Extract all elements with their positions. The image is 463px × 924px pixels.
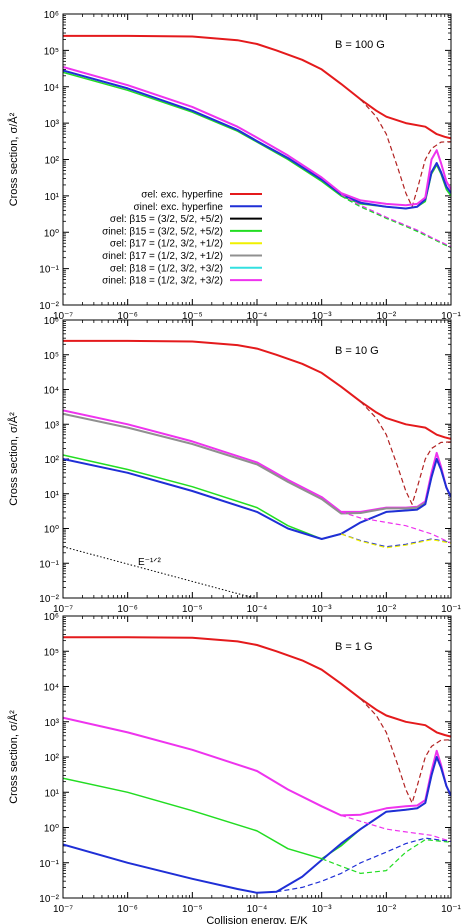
x-tick-label: 10⁻⁴ bbox=[247, 604, 268, 615]
reference-line-label: E⁻¹ᐟ² bbox=[138, 557, 162, 568]
y-tick-label: 10³ bbox=[45, 420, 60, 431]
legend-label: σel: exc. hyperfine bbox=[141, 190, 223, 201]
x-tick-label: 10⁻⁵ bbox=[182, 311, 203, 322]
series-line bbox=[63, 546, 256, 598]
series-group bbox=[63, 636, 451, 894]
y-tick-label: 10¹ bbox=[45, 490, 60, 501]
y-tick-label: 10⁻¹ bbox=[39, 559, 59, 570]
series-line bbox=[63, 69, 451, 210]
y-tick-label: 10³ bbox=[45, 718, 60, 729]
legend-label: σinel: β17 = (1/2, 3/2, +1/2) bbox=[102, 251, 223, 262]
x-tick-label: 10⁻⁶ bbox=[117, 604, 138, 615]
y-tick-label: 10⁴ bbox=[44, 683, 59, 694]
series-line bbox=[63, 716, 451, 817]
legend-label: σel: β18 = (1/2, 3/2, +3/2) bbox=[110, 263, 223, 274]
plot-frame bbox=[62, 319, 452, 599]
y-tick-label: 10⁻² bbox=[39, 594, 59, 605]
x-tick-label: 10⁻² bbox=[376, 904, 396, 915]
legend-label: σel: β17 = (1/2, 3/2, +1/2) bbox=[110, 239, 223, 250]
y-tick-label: 10⁵ bbox=[44, 647, 59, 658]
legend-label: σinel: β18 = (1/2, 3/2, +3/2) bbox=[102, 276, 223, 287]
x-tick-label: 10⁻³ bbox=[312, 311, 332, 322]
series-line bbox=[340, 533, 451, 549]
y-axis-label: Cross section, σ/Å² bbox=[7, 112, 20, 206]
field-label: B = 100 G bbox=[335, 39, 385, 51]
x-tick-label: 10⁻² bbox=[376, 604, 396, 615]
series-line bbox=[63, 34, 451, 140]
y-tick-label: 10³ bbox=[45, 119, 60, 130]
x-tick-label: 10⁻¹ bbox=[441, 311, 461, 322]
y-tick-label: 10⁻¹ bbox=[39, 859, 59, 870]
series-line bbox=[63, 458, 451, 540]
series-line bbox=[63, 756, 451, 894]
y-tick-label: 10⁶ bbox=[44, 612, 59, 623]
series-line bbox=[276, 837, 451, 893]
series-line bbox=[360, 698, 451, 804]
y-tick-label: 10⁰ bbox=[44, 228, 59, 239]
y-tick-label: 10⁻² bbox=[39, 894, 59, 905]
legend-label: σinel: β15 = (3/2, 5/2, +5/2) bbox=[102, 226, 223, 237]
y-tick-label: 10⁴ bbox=[44, 83, 59, 94]
x-tick-label: 10⁻⁴ bbox=[247, 904, 268, 915]
field-label: B = 1 G bbox=[335, 641, 373, 653]
series-line bbox=[63, 636, 451, 738]
y-axis-label: Cross section, σ/Å² bbox=[7, 412, 20, 506]
y-tick-label: 10² bbox=[45, 156, 60, 167]
x-tick-label: 10⁻⁶ bbox=[117, 904, 138, 915]
series-line bbox=[340, 511, 451, 544]
series-group bbox=[63, 339, 451, 598]
x-tick-label: 10⁻² bbox=[376, 311, 396, 322]
y-tick-label: 10⁰ bbox=[44, 824, 59, 835]
y-tick-label: 10⁴ bbox=[44, 386, 59, 397]
y-tick-label: 10² bbox=[45, 753, 60, 764]
x-tick-label: 10⁻⁷ bbox=[53, 311, 73, 322]
y-tick-label: 10⁻¹ bbox=[39, 265, 59, 276]
y-tick-label: 10⁰ bbox=[44, 525, 59, 536]
series-line bbox=[63, 412, 426, 515]
series-line bbox=[340, 814, 451, 843]
y-tick-label: 10² bbox=[45, 455, 60, 466]
y-tick-label: 10¹ bbox=[45, 788, 60, 799]
chart-panel: 10⁻⁷ 10⁻⁶ 10⁻⁵ 10⁻⁴ 10⁻³ 10⁻² 10⁻¹ 10⁻² 10⁻¹ 10⁰ 1… bbox=[7, 612, 462, 924]
chart-panel: 10⁻⁷ 10⁻⁶ 10⁻⁵ 10⁻⁴ 10⁻³ 10⁻² 10⁻¹ 10⁻² 10⁻¹ 10⁰ 1… bbox=[7, 316, 462, 615]
field-label: B = 10 G bbox=[335, 345, 379, 357]
x-tick-label: 10⁻⁷ bbox=[53, 604, 73, 615]
y-tick-label: 10⁶ bbox=[44, 10, 59, 21]
x-tick-label: 10⁻³ bbox=[312, 604, 332, 615]
x-tick-label: 10⁻⁵ bbox=[182, 904, 203, 915]
x-axis-label: Collision energy, E/K bbox=[206, 915, 308, 924]
legend-label: σel: β15 = (3/2, 5/2, +5/2) bbox=[110, 214, 223, 225]
x-tick-label: 10⁻⁵ bbox=[182, 604, 203, 615]
series-line bbox=[340, 195, 451, 249]
x-tick-label: 10⁻⁴ bbox=[247, 311, 268, 322]
plot-frame bbox=[62, 615, 452, 899]
series-line bbox=[63, 454, 451, 540]
series-line bbox=[340, 193, 451, 248]
series-group bbox=[63, 34, 451, 249]
series-line bbox=[360, 401, 451, 505]
x-tick-label: 10⁻¹ bbox=[441, 904, 461, 915]
series-line bbox=[63, 339, 451, 440]
plot-frame bbox=[62, 13, 452, 306]
chart-panel: 10⁻⁷ 10⁻⁶ 10⁻⁵ 10⁻⁴ 10⁻³ 10⁻² 10⁻¹ 10⁻² 10⁻¹ 10⁰ 1… bbox=[7, 10, 462, 322]
x-tick-label: 10⁻¹ bbox=[441, 604, 461, 615]
y-tick-label: 10¹ bbox=[45, 192, 60, 203]
y-tick-label: 10⁻² bbox=[39, 301, 59, 312]
y-axis-label: Cross section, σ/Å² bbox=[7, 710, 20, 804]
series-line bbox=[63, 66, 451, 207]
legend-label: σinel: exc. hyperfine bbox=[133, 202, 223, 213]
x-tick-label: 10⁻³ bbox=[312, 904, 332, 915]
series-line bbox=[321, 839, 451, 874]
y-tick-label: 10⁶ bbox=[44, 316, 59, 327]
y-tick-label: 10⁵ bbox=[44, 46, 59, 57]
x-tick-label: 10⁻⁶ bbox=[117, 311, 138, 322]
x-tick-label: 10⁻⁷ bbox=[53, 904, 73, 915]
y-tick-label: 10⁵ bbox=[44, 351, 59, 362]
